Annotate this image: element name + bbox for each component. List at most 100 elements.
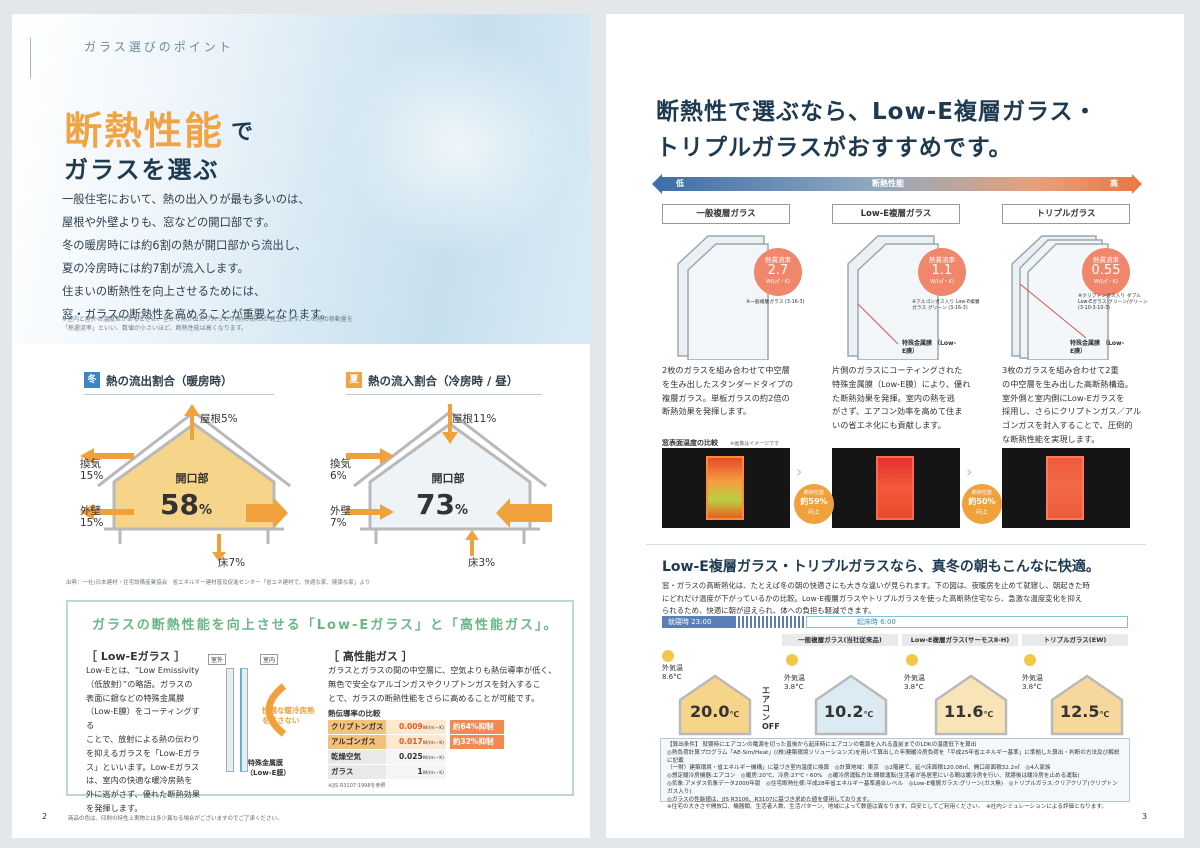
main-title: 断熱性能 xyxy=(64,109,225,153)
comfort-text: 窓・ガラスの高断熱化は、たとえば冬の朝の快適さにも大きな違いが見られます。下の図… xyxy=(662,581,1090,615)
gas-description: ガラスとガラスの間の中空層に、空気よりも熱伝導率が低く、 無色で安全なアルゴンガ… xyxy=(328,665,557,703)
house-standard xyxy=(814,674,888,736)
scale-high: 高 xyxy=(1110,179,1118,188)
summer-opening-value: 73% xyxy=(416,488,468,521)
temp-lowe: 11.6℃ xyxy=(944,702,994,721)
film-label: 特殊金属膜 xyxy=(248,759,283,767)
section-header: ガラス選びのポイント xyxy=(84,40,234,54)
desc-standard: 2枚のガラスを組み合わせて中空層 を生み出したスタンダードタイプの 複層ガラス。… xyxy=(662,365,794,417)
spec-standard: ※一般複層ガラス (3-16-3) xyxy=(746,300,805,305)
conductivity-table: クリプトンガス 0.009W/(m・K) 約64%抑制 アルゴンガス 0.017… xyxy=(328,720,558,779)
sun-icon xyxy=(906,654,918,666)
chevron-right-icon: › xyxy=(966,462,973,481)
outside-temp-lowe: 外気温 3.8°C xyxy=(904,674,925,691)
house-lowe xyxy=(934,674,1008,736)
winter-vent-label: 換気 xyxy=(80,458,101,470)
winter-vent-value: 15% xyxy=(80,470,104,482)
scale-arrow-heads xyxy=(652,174,1142,194)
film-label-lowe: 特殊金属膜 （Low-E膜） xyxy=(902,340,957,355)
heat-arrow-text: 快適な暖冷房熱を逃さない xyxy=(262,706,315,725)
winter-opening-label: 開口部 xyxy=(175,472,209,485)
lowe-feature-box xyxy=(66,600,574,796)
house-label-triple: トリプルガラス(EW) xyxy=(1022,634,1128,646)
heat-circle-standard: 熱貫流率 2.7 W/(㎡・K) xyxy=(754,248,802,296)
temp-initial: 20.0℃ xyxy=(690,702,740,721)
summer-opening-arrow xyxy=(508,504,552,522)
corner-mark xyxy=(30,38,33,78)
summer-floor-label: 床3% xyxy=(468,557,496,569)
time-gradient xyxy=(734,616,804,628)
glass-illustration-triple xyxy=(1011,235,1109,360)
outside-temp-standard: 外気温 3.8°C xyxy=(784,674,805,691)
improve-badge-lowe: 断熱性能 約59% 向上 xyxy=(794,484,834,524)
winter-floor-label: 床7% xyxy=(218,557,246,569)
summer-house-diagram xyxy=(346,404,552,556)
glass-illustration-standard xyxy=(677,235,769,360)
temp-triple: 12.5℃ xyxy=(1060,702,1110,721)
table-row: 乾燥空気 0.025W/(m・K) xyxy=(328,750,558,764)
moon-icon xyxy=(662,650,674,662)
film-label-triple: 特殊金属膜 （Low-E膜） xyxy=(1070,340,1125,355)
spec-lowe: ※アルゴンガス入り Low-E複層ガラス グリーン (3-16-3) xyxy=(912,300,980,311)
winter-title: 熱の流出割合（暖房時） xyxy=(106,374,233,388)
lowe-glass-diagram: 室外 室内 快適な暖冷房熱を逃さない 特殊金属膜 （Low-E膜） xyxy=(208,654,318,780)
outside-temp-initial: 外気温 8.6°C xyxy=(662,664,683,681)
summer-title: 熱の流入割合（冷房時 / 昼） xyxy=(368,374,519,388)
winter-wall-value: 15% xyxy=(80,517,104,529)
intro-note: ※室内と屋外の温度差があるときに、室から熱が出たり入ったり(熱の流れ)が発生しま… xyxy=(62,316,353,332)
heat-return-arrow xyxy=(265,683,287,737)
desc-lowe: 片側のガラスにコーティングされた 特殊金属膜（Low-E膜）により、優れ た断熱… xyxy=(832,365,971,431)
table-row: クリプトンガス 0.009W/(m・K) 約64%抑制 xyxy=(328,720,558,734)
wake-time-label: 起床時 6:00 xyxy=(806,616,1128,628)
house-label-standard: 一般複層ガラス(当社従来品) xyxy=(782,634,898,646)
glass-tag-standard: 一般複層ガラス xyxy=(662,204,790,224)
section-divider xyxy=(646,544,1146,545)
summer-wall-value: 7% xyxy=(330,517,347,529)
summer-rule xyxy=(346,394,542,395)
winter-rule xyxy=(84,394,274,395)
performance-scale-bar xyxy=(660,177,1132,191)
comfort-title: Low-E複層ガラス・トリプルガラスなら、真冬の朝もこんなに快適。 xyxy=(662,559,1100,575)
right-page: 断熱性で選ぶなら、Low-E複層ガラス・ トリプルガラスがおすすめです。 低 断… xyxy=(606,14,1184,838)
film-sub-label: （Low-E膜） xyxy=(246,769,291,777)
outdoor-label: 室外 xyxy=(208,654,227,665)
sleep-time-label: 就寝時 23:00 xyxy=(662,616,734,628)
gas-heading: ［ 高性能ガス ］ xyxy=(328,650,413,663)
summer-wall-label: 外壁 xyxy=(330,505,351,517)
thermal-image-lowe xyxy=(832,448,960,528)
heat-circle-lowe: 熱貫流率 1.1 W/(㎡・K) xyxy=(918,248,966,296)
source-note: 出典：一社)日本建材・住宅設備産業協会 省エネルギー建材普及促進センター「省エネ… xyxy=(66,580,371,586)
page-number: 2 xyxy=(42,812,48,821)
house-triple xyxy=(1050,674,1124,736)
outer-glass xyxy=(226,668,234,772)
improve-badge-triple: 断熱性能 約50% 向上 xyxy=(962,484,1002,524)
table-note: ※JIS R3107:1998を参照 xyxy=(328,783,386,789)
summer-badge: 夏 xyxy=(346,372,362,388)
title-particle: で xyxy=(231,120,254,145)
winter-opening-value: 58% xyxy=(160,488,212,521)
glass-tag-triple: トリプルガラス xyxy=(1002,204,1130,224)
winter-badge: 冬 xyxy=(84,372,100,388)
summer-roof-label: 屋根11% xyxy=(452,413,497,425)
winter-wall-label: 外壁 xyxy=(80,505,101,517)
outside-temp-triple: 外気温 3.8°C xyxy=(1022,674,1043,691)
table-row: アルゴンガス 0.017W/(m・K) 約32%抑制 xyxy=(328,735,558,749)
lowe-box-title: ガラスの断熱性能を向上させる「Low-Eガラス」と「高性能ガス」。 xyxy=(92,618,559,633)
calculation-conditions: 【算出条件】 就寝時にエアコンの電源を切った直後から起床時にエアコンの電源を入れ… xyxy=(660,738,1130,810)
summer-opening-label: 開口部 xyxy=(431,472,465,485)
lowe-description: Low-Eとは、“Low Emissivity （低放射）”の略語。ガラスの 表… xyxy=(86,665,201,813)
sun-icon xyxy=(1024,654,1036,666)
chevron-right-icon: › xyxy=(796,462,803,481)
page-number: 3 xyxy=(1142,812,1148,821)
thermal-image-standard xyxy=(662,448,790,528)
winter-house-diagram xyxy=(80,404,291,562)
left-page: ガラス選びのポイント 断熱性能 で ガラスを選ぶ 一般住宅において、熱の出入りが… xyxy=(12,14,590,838)
sun-icon xyxy=(786,654,798,666)
spec-triple: ※クリプトンガス入り ダブルLow-Eガラス グリーン/グリーン (3-10-3… xyxy=(1078,294,1148,311)
scale-middle: 断熱性能 xyxy=(872,179,904,188)
sub-title: ガラスを選ぶ xyxy=(64,156,220,184)
desc-triple: 3枚のガラスを組み合わせて2重 の中空層を生み出した高断熱構造。 室外側と室内側… xyxy=(1002,365,1142,444)
right-title: 断熱性で選ぶなら、Low-E複層ガラス・ トリプルガラスがおすすめです。 xyxy=(656,99,1098,161)
heat-circle-triple: 熱貫流率 0.55 W/(㎡・K) xyxy=(1082,248,1130,296)
conductivity-table-title: 熱伝導率の比較 xyxy=(328,709,381,718)
